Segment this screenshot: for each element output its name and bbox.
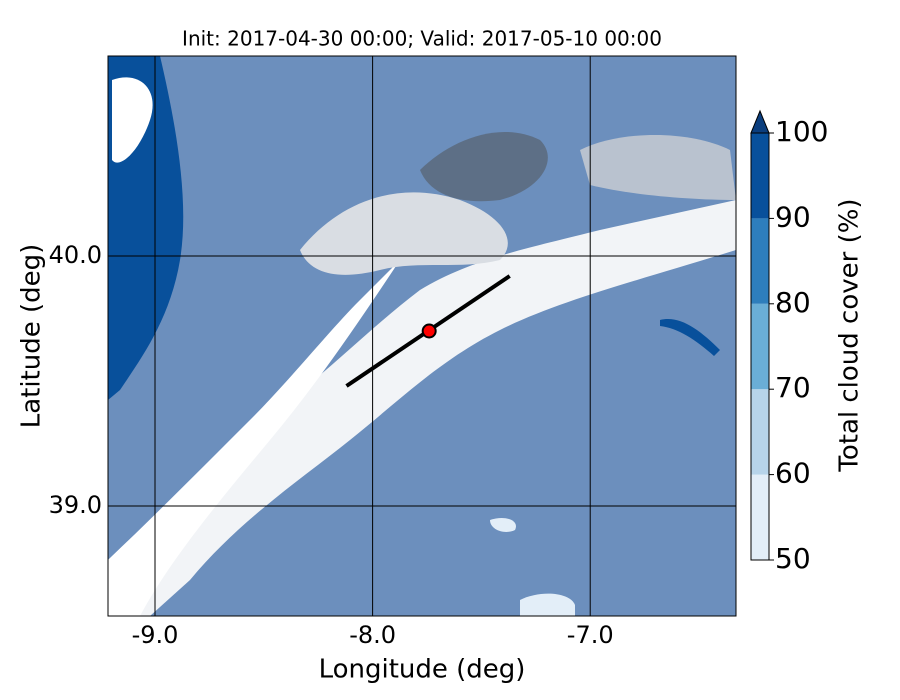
clear-patch [112,77,153,163]
x-tick-label: -8.0 [349,621,396,649]
colorbar-tick-label: 90 [775,200,811,233]
terrain-shade [420,131,548,202]
cloudy-patch [660,319,720,356]
colorbar-tick-label: 80 [775,286,811,319]
colorbar-extend [750,109,770,134]
colorbar-tick-label: 50 [775,542,811,575]
clear-band-core [108,260,400,616]
overlay [108,56,736,616]
colorbar-label: Total cloud cover (%) [835,198,865,472]
site-marker [421,323,437,339]
colorbar-band [751,474,769,560]
colorbar-band [751,133,769,219]
clear-patch [520,593,575,616]
colorbar-tick-label: 70 [775,371,811,404]
colorbar-band [751,389,769,475]
colorbar-frame [750,132,770,561]
colorbar-band [751,218,769,304]
chart-title: Init: 2017-04-30 00:00; Valid: 2017-05-1… [182,27,662,51]
cloud-field [108,56,736,616]
x-tick-label: -7.0 [567,621,614,649]
terrain-shade [580,135,736,200]
terrain-shade [300,192,508,275]
plot-frame [107,55,737,617]
y-tick-label: 40.0 [49,241,102,269]
colorbar-band [751,303,769,390]
colorbar-tick-label: 100 [775,115,828,148]
clear-patch [490,518,516,532]
x-axis-label: Longitude (deg) [319,655,526,685]
y-tick-label: 39.0 [49,491,102,519]
clear-band [108,200,736,616]
colorbar-tick-label: 60 [775,457,811,490]
y-axis-label: Latitude (deg) [17,244,47,429]
x-tick-label: -9.0 [132,621,179,649]
